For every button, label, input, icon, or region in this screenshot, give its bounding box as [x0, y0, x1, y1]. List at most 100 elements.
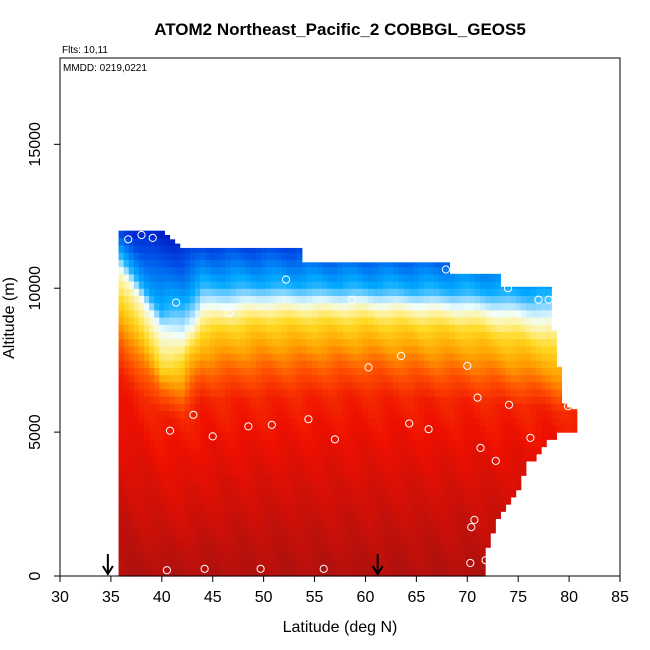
curtain-cell: [230, 532, 237, 541]
curtain-cell: [138, 396, 145, 404]
curtain-cell: [362, 352, 369, 361]
curtain-cell: [439, 360, 445, 368]
curtain-cell: [164, 381, 171, 390]
curtain-cell: [373, 554, 379, 563]
curtain-cell: [444, 475, 451, 484]
curtain-cell: [352, 352, 359, 361]
curtain-cell: [362, 432, 369, 440]
curtain-cell: [235, 309, 242, 318]
curtain-cell: [357, 453, 364, 462]
curtain-cell: [383, 446, 389, 455]
curtain-cell: [296, 561, 303, 570]
curtain-cell: [144, 237, 150, 246]
curtain-cell: [281, 511, 288, 520]
curtain-cell: [138, 554, 145, 563]
curtain-cell: [210, 496, 216, 505]
curtain-cell: [210, 381, 216, 390]
curtain-cell: [327, 424, 333, 433]
curtain-cell: [271, 489, 277, 498]
curtain-cell: [362, 460, 369, 469]
curtain-cell: [393, 281, 400, 289]
curtain-cell: [551, 417, 557, 426]
curtain-cell: [444, 403, 451, 412]
curtain-cell: [123, 295, 130, 304]
curtain-cell: [281, 518, 288, 527]
curtain-cell: [413, 547, 420, 556]
curtain-cell: [174, 338, 181, 347]
curtain-cell: [250, 424, 257, 433]
curtain-cell: [220, 525, 227, 534]
curtain-cell: [286, 511, 293, 520]
curtain-cell: [541, 288, 547, 297]
curtain-cell: [449, 511, 456, 520]
curtain-cell: [469, 518, 476, 527]
curtain-cell: [495, 295, 501, 304]
curtain-cell: [398, 331, 405, 340]
curtain-cell: [271, 266, 277, 275]
curtain-cell: [296, 345, 303, 354]
curtain-cell: [373, 288, 379, 297]
curtain-cell: [174, 388, 181, 397]
curtain-cell: [210, 489, 216, 498]
curtain-cell: [144, 360, 150, 368]
curtain-cell: [240, 252, 247, 261]
curtain-cell: [520, 324, 527, 332]
curtain-cell: [515, 453, 522, 462]
curtain-cell: [276, 396, 283, 404]
curtain-cell: [459, 432, 466, 440]
curtain-cell: [312, 410, 318, 419]
curtain-cell: [459, 439, 466, 448]
curtain-cell: [322, 317, 328, 325]
curtain-cell: [551, 367, 557, 376]
curtain-cell: [133, 432, 140, 440]
curtain-cell: [144, 496, 150, 505]
curtain-cell: [240, 439, 247, 448]
curtain-cell: [291, 489, 298, 498]
curtain-cell: [306, 281, 313, 289]
curtain-cell: [347, 288, 354, 297]
curtain-cell: [505, 489, 512, 498]
curtain-cell: [240, 532, 247, 541]
curtain-cell: [449, 453, 456, 462]
curtain-cell: [205, 324, 211, 332]
curtain-cell: [240, 338, 247, 347]
curtain-cell: [138, 417, 145, 426]
curtain-cell: [373, 403, 379, 412]
curtain-cell: [230, 396, 237, 404]
curtain-cell: [159, 511, 165, 520]
curtain-cell: [220, 561, 227, 570]
curtain-cell: [154, 432, 160, 440]
curtain-cell: [133, 482, 140, 491]
curtain-cell: [408, 331, 415, 340]
curtain-cell: [286, 324, 293, 332]
curtain-cell: [235, 547, 242, 556]
curtain-cell: [490, 417, 496, 426]
curtain-cell: [347, 266, 354, 275]
curtain-cell: [149, 259, 155, 268]
curtain-cell: [418, 273, 425, 282]
curtain-cell: [256, 374, 262, 383]
curtain-cell: [296, 540, 303, 548]
curtain-cell: [144, 568, 150, 577]
curtain-cell: [388, 266, 395, 275]
curtain-cell: [169, 403, 176, 412]
curtain-cell: [184, 432, 191, 440]
curtain-cell: [210, 388, 216, 397]
curtain-cell: [474, 568, 481, 577]
curtain-cell: [128, 439, 135, 448]
curtain-cell: [189, 482, 196, 491]
curtain-cell: [368, 453, 374, 462]
curtain-cell: [495, 360, 501, 368]
curtain-cell: [485, 352, 491, 361]
curtain-cell: [144, 518, 150, 527]
curtain-cell: [322, 324, 328, 332]
curtain-cell: [179, 360, 186, 368]
curtain-cell: [357, 446, 364, 455]
curtain-cell: [388, 518, 395, 527]
curtain-cell: [266, 374, 272, 383]
curtain-cell: [250, 554, 257, 563]
curtain-cell: [541, 295, 547, 304]
curtain-cell: [164, 345, 171, 354]
curtain-cell: [546, 374, 552, 383]
curtain-cell: [449, 403, 456, 412]
